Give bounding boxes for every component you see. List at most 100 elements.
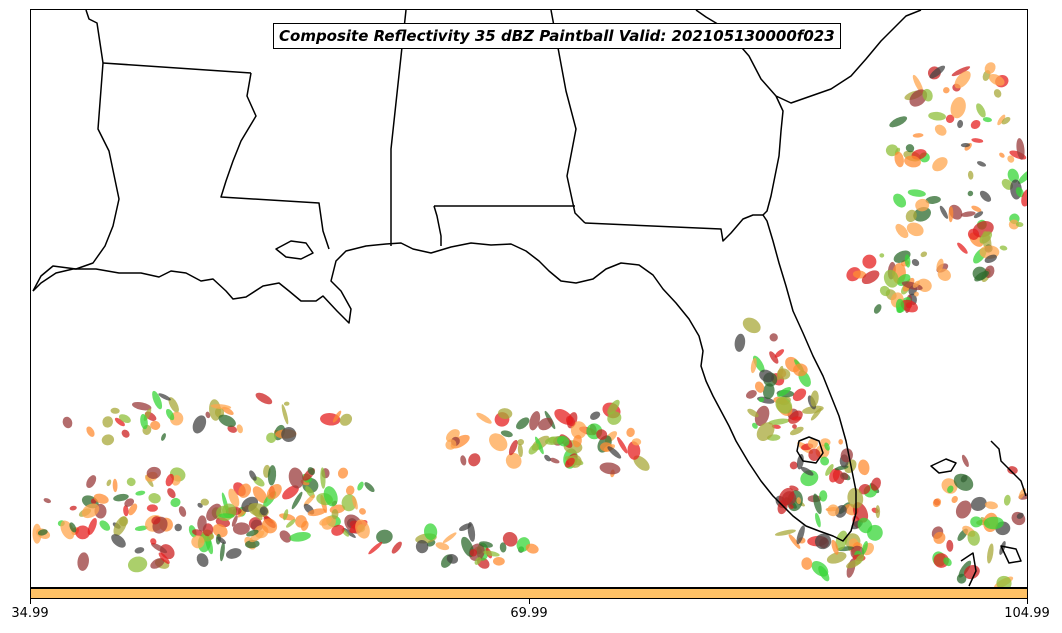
reflectivity-blob bbox=[819, 490, 828, 502]
reflectivity-blob bbox=[364, 482, 375, 493]
reflectivity-blob bbox=[557, 435, 570, 447]
reflectivity-blob bbox=[763, 383, 775, 400]
lake-okeechobee bbox=[796, 436, 824, 464]
reflectivity-blob bbox=[307, 508, 327, 517]
reflectivity-blob bbox=[840, 472, 849, 481]
reflectivity-blob bbox=[858, 484, 871, 495]
reflectivity-blob bbox=[342, 527, 356, 538]
reflectivity-blob bbox=[861, 541, 868, 555]
reflectivity-blob bbox=[912, 280, 920, 288]
reflectivity-blob bbox=[906, 222, 924, 237]
reflectivity-blob bbox=[984, 254, 997, 263]
reflectivity-blob bbox=[259, 506, 268, 516]
reflectivity-blob bbox=[231, 515, 238, 527]
reflectivity-blob bbox=[319, 517, 332, 526]
reflectivity-blob bbox=[796, 525, 805, 545]
reflectivity-blob bbox=[538, 417, 553, 431]
reflectivity-blob bbox=[459, 523, 472, 532]
reflectivity-blob bbox=[289, 531, 311, 542]
colorbar-label-max: 104.99 bbox=[1004, 606, 1050, 621]
reflectivity-blob bbox=[947, 485, 954, 494]
reflectivity-blob bbox=[355, 519, 370, 539]
reflectivity-blob bbox=[747, 408, 759, 418]
reflectivity-blob bbox=[331, 509, 339, 520]
reflectivity-blob bbox=[285, 519, 296, 528]
reflectivity-blob bbox=[249, 470, 257, 481]
reflectivity-blob bbox=[192, 415, 207, 434]
reflectivity-blob bbox=[106, 479, 112, 487]
reflectivity-blob bbox=[813, 493, 822, 514]
reflectivity-blob bbox=[499, 542, 507, 553]
reflectivity-blob bbox=[1001, 178, 1014, 190]
reflectivity-blob bbox=[788, 504, 794, 509]
reflectivity-blob bbox=[957, 119, 964, 129]
reflectivity-blob bbox=[131, 401, 152, 411]
reflectivity-blob bbox=[357, 481, 364, 491]
reflectivity-blob bbox=[973, 211, 984, 219]
reflectivity-blob bbox=[895, 298, 905, 313]
reflectivity-blob bbox=[291, 491, 303, 510]
reflectivity-blob bbox=[934, 124, 947, 136]
reflectivity-blob bbox=[999, 245, 1008, 251]
reflectivity-blob bbox=[800, 466, 814, 476]
reflectivity-blob bbox=[69, 522, 77, 533]
reflectivity-blob bbox=[810, 407, 822, 421]
reflectivity-blob bbox=[62, 416, 73, 429]
reflectivity-blob bbox=[255, 392, 273, 405]
reflectivity-blob bbox=[758, 397, 765, 403]
reflectivity-blob bbox=[151, 542, 168, 554]
reflectivity-blob bbox=[826, 551, 847, 564]
reflectivity-blob bbox=[957, 242, 968, 254]
reflectivity-blob bbox=[535, 436, 544, 455]
reflectivity-blob bbox=[468, 453, 481, 467]
texas-louisiana-border bbox=[32, 10, 120, 292]
reflectivity-blob bbox=[907, 189, 926, 197]
reflectivity-blob bbox=[261, 518, 278, 534]
reflectivity-blob bbox=[789, 426, 804, 436]
reflectivity-blob bbox=[446, 554, 459, 564]
reflectivity-blob bbox=[165, 408, 175, 421]
reflectivity-blob bbox=[939, 205, 949, 219]
reflectivity-blob bbox=[331, 524, 345, 536]
reflectivity-blob bbox=[165, 473, 174, 487]
map-panel: Composite Reflectivity 35 dBZ Paintball … bbox=[30, 9, 1028, 588]
reflectivity-blob bbox=[870, 477, 881, 491]
reflectivity-blob bbox=[123, 505, 129, 517]
reflectivity-blob bbox=[282, 485, 299, 500]
reflectivity-blob bbox=[508, 439, 518, 456]
reflectivity-blob bbox=[953, 473, 974, 491]
reflectivity-blob bbox=[955, 500, 972, 519]
reflectivity-blob bbox=[252, 486, 268, 504]
reflectivity-blob bbox=[960, 142, 970, 148]
reflectivity-blob bbox=[875, 505, 881, 519]
reflectivity-blob bbox=[102, 416, 114, 428]
reflectivity-blob bbox=[151, 516, 161, 525]
reflectivity-blob bbox=[1016, 138, 1025, 160]
reflectivity-blob bbox=[889, 116, 908, 128]
reflectivity-blob bbox=[913, 206, 931, 222]
reflectivity-blob bbox=[174, 523, 182, 532]
reflectivity-blob bbox=[1003, 494, 1011, 506]
reflectivity-blob bbox=[196, 553, 209, 567]
georgia-florida-border bbox=[584, 214, 763, 242]
reflectivity-blob bbox=[75, 525, 90, 540]
reflectivity-blob bbox=[112, 478, 118, 493]
reflectivity-blob bbox=[754, 405, 770, 427]
reflectivity-blob bbox=[493, 556, 505, 566]
reflectivity-blob bbox=[126, 477, 136, 487]
reflectivity-blob bbox=[972, 266, 987, 281]
reflectivity-blob bbox=[967, 530, 980, 546]
reflectivity-blob bbox=[445, 439, 457, 450]
reflectivity-blob bbox=[979, 190, 992, 202]
reflectivity-blob bbox=[205, 411, 211, 419]
reflectivity-blob bbox=[238, 483, 252, 498]
reflectivity-blob bbox=[915, 198, 930, 212]
reflectivity-blob bbox=[489, 433, 508, 452]
reflectivity-blob bbox=[212, 524, 228, 538]
reflectivity-blob bbox=[279, 530, 292, 543]
reflectivity-blob bbox=[928, 111, 946, 121]
reflectivity-blob bbox=[69, 505, 77, 511]
reflectivity-blob bbox=[323, 486, 338, 507]
reflectivity-blob bbox=[825, 464, 834, 476]
reflectivity-blob bbox=[879, 285, 891, 297]
